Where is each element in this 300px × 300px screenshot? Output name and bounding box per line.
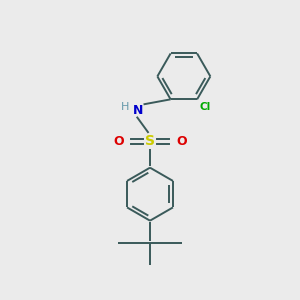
Text: H: H [121, 102, 129, 112]
Text: Cl: Cl [200, 102, 211, 112]
Text: O: O [113, 135, 124, 148]
Text: S: S [145, 134, 155, 148]
Text: O: O [176, 135, 187, 148]
Text: N: N [133, 104, 143, 117]
